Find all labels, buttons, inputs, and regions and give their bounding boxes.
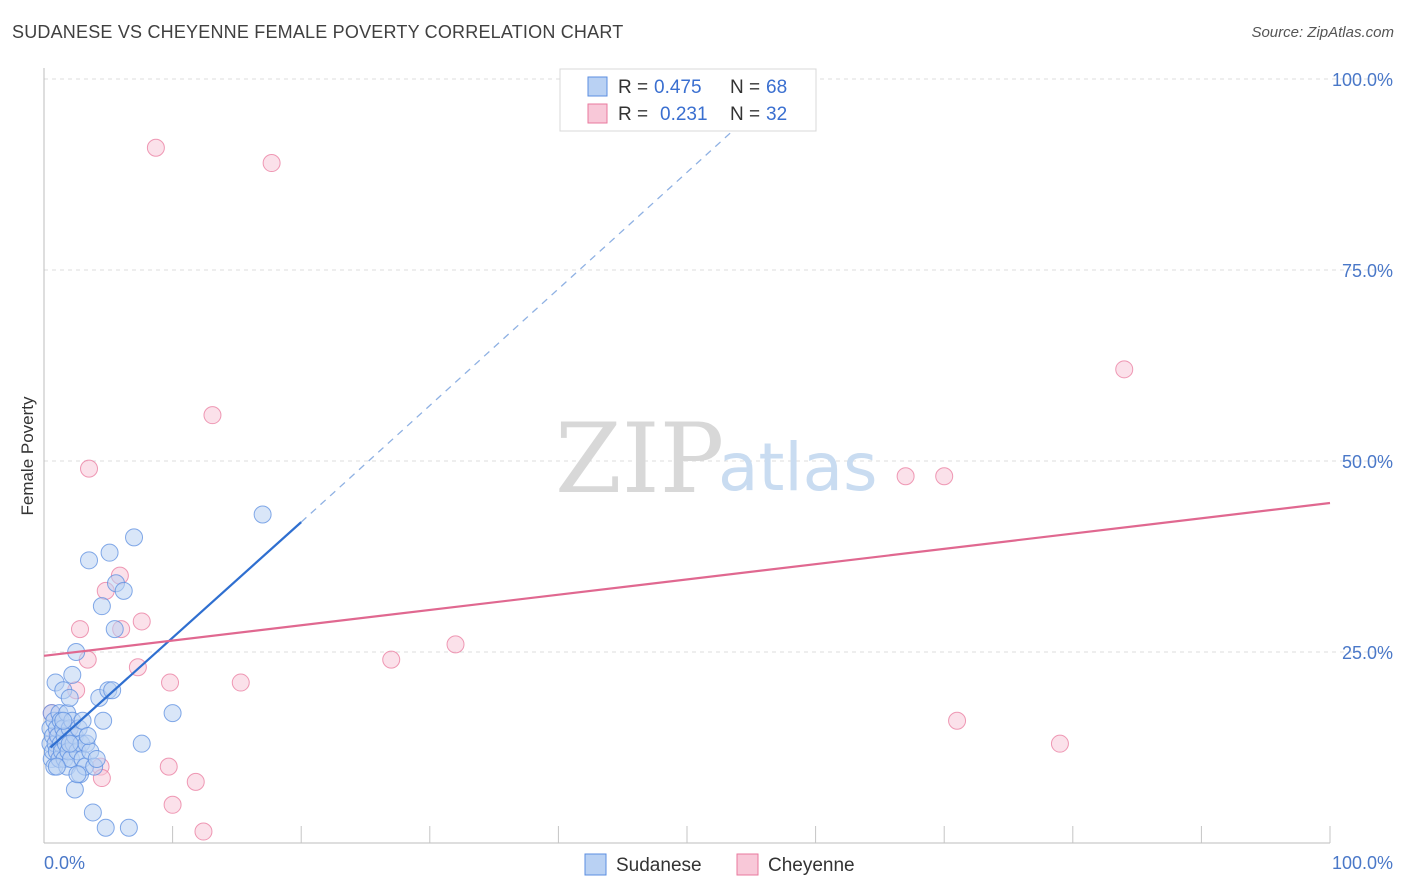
x-ticks — [172, 826, 1331, 843]
x-tick-label-max: 100.0% — [1332, 853, 1393, 873]
sudanese-point — [54, 711, 73, 730]
cheyenne-point — [896, 467, 915, 486]
cheyenne-point — [1050, 734, 1069, 753]
sudanese-point — [68, 765, 87, 784]
cheyenne-point — [194, 822, 213, 841]
y-tick-label: 75.0% — [1342, 261, 1393, 281]
legend-n-label-2: N = — [730, 104, 760, 125]
chart-title: SUDANESE VS CHEYENNE FEMALE POVERTY CORR… — [12, 22, 624, 42]
legend-r-value-1: 0.475 — [654, 77, 702, 98]
cheyenne-point — [1115, 360, 1134, 379]
cheyenne-point — [382, 650, 401, 669]
sudanese-point — [47, 757, 66, 776]
sudanese-point — [125, 528, 144, 547]
sudanese-points — [41, 505, 272, 837]
sudanese-point — [163, 704, 182, 723]
sudanese-point — [114, 581, 133, 600]
sudanese-point — [83, 803, 102, 822]
x-tick-label-min: 0.0% — [44, 853, 85, 873]
sudanese-point — [60, 688, 79, 707]
watermark-atlas: atlas — [718, 429, 878, 506]
series-legend-label-cheyenne[interactable]: Cheyenne — [768, 855, 855, 876]
sudanese-point — [78, 727, 97, 746]
sudanese-point — [60, 734, 79, 753]
legend-swatch-cheyenne — [587, 103, 608, 124]
sudanese-point — [253, 505, 272, 524]
cheyenne-point — [203, 406, 222, 425]
legend-n-label-1: N = — [730, 77, 760, 98]
sudanese-point — [63, 665, 82, 684]
sudanese-point — [80, 551, 99, 570]
y-tick-label: 50.0% — [1342, 452, 1393, 472]
legend-r-value-2: 0.231 — [660, 104, 708, 125]
series-legend-label-sudanese[interactable]: Sudanese — [616, 855, 702, 876]
cheyenne-point — [948, 711, 967, 730]
cheyenne-trend-line — [43, 501, 1331, 657]
legend-r-label-2: R = — [618, 104, 648, 125]
sudanese-point — [119, 818, 138, 837]
cheyenne-point — [262, 154, 281, 173]
y-tick-label: 25.0% — [1342, 643, 1393, 663]
sudanese-trend-extension — [300, 78, 791, 523]
legend-n-value-1: 68 — [766, 77, 787, 98]
sudanese-point — [132, 734, 151, 753]
series-legend: Sudanese Cheyenne — [584, 853, 855, 876]
cheyenne-point — [446, 635, 465, 654]
cheyenne-point — [186, 772, 205, 791]
series-legend-swatch-sudanese[interactable] — [584, 853, 607, 876]
cheyenne-point — [71, 620, 90, 639]
cheyenne-point — [132, 612, 151, 631]
sudanese-trend-line — [49, 521, 302, 749]
cheyenne-point — [161, 673, 180, 692]
y-tick-labels: 100.0% 75.0% 50.0% 25.0% — [1332, 70, 1393, 663]
sudanese-point — [94, 711, 113, 730]
cheyenne-point — [163, 795, 182, 814]
sudanese-point — [87, 749, 106, 768]
watermark-zip: ZIP — [555, 403, 724, 515]
correlation-legend: R = 0.475 N = 68 R = 0.231 N = 32 — [559, 68, 817, 132]
cheyenne-point — [231, 673, 250, 692]
cheyenne-point — [146, 138, 165, 157]
sudanese-point — [92, 597, 111, 616]
cheyenne-point — [159, 757, 178, 776]
sudanese-point — [73, 711, 92, 730]
cheyenne-point — [935, 467, 954, 486]
grid-lines — [44, 78, 1393, 653]
watermark: ZIP atlas — [555, 403, 878, 515]
legend-swatch-sudanese — [587, 76, 608, 97]
legend-r-label-1: R = — [618, 77, 648, 98]
trend-lines — [43, 78, 1331, 749]
legend-n-value-2: 32 — [766, 104, 787, 125]
sudanese-point — [100, 543, 119, 562]
series-legend-swatch-cheyenne[interactable] — [736, 853, 759, 876]
y-tick-label: 100.0% — [1332, 70, 1393, 90]
sudanese-point — [96, 818, 115, 837]
cheyenne-point — [80, 459, 99, 478]
sudanese-point — [65, 780, 84, 799]
source-credit: Source: ZipAtlas.com — [1251, 24, 1394, 41]
sudanese-point — [105, 620, 124, 639]
